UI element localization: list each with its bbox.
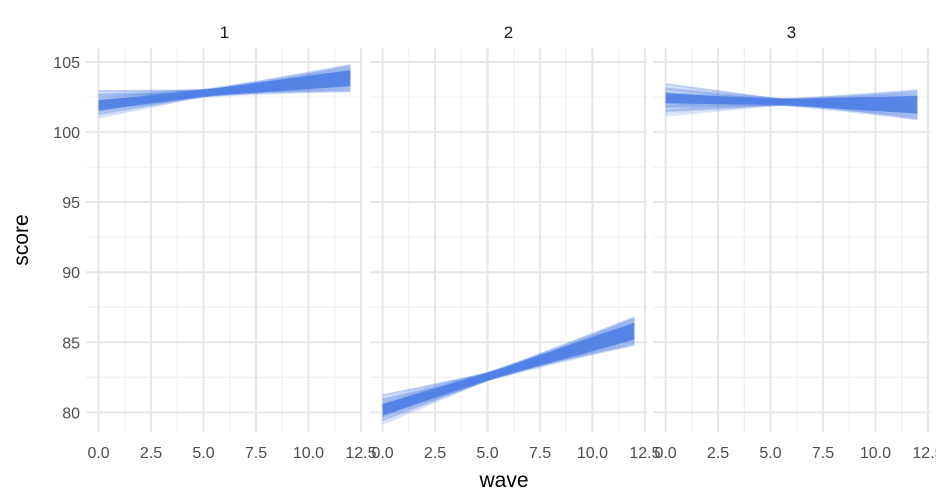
x-axis-title: wave <box>478 469 528 492</box>
y-tick-label: 90 <box>62 265 80 282</box>
x-tick-label: 10.0 <box>577 445 608 462</box>
facet-panel-1: 1 <box>86 23 363 432</box>
y-tick-label: 85 <box>62 335 80 352</box>
x-tick-label: 7.5 <box>529 445 551 462</box>
y-tick-label: 80 <box>62 405 80 422</box>
x-tick-label: 0.0 <box>654 445 676 462</box>
x-tick-label: 7.5 <box>245 445 267 462</box>
y-axis-title: score <box>10 214 33 265</box>
posterior-band <box>98 70 351 111</box>
x-tick-label: 12.5 <box>912 445 936 462</box>
facet-strip-label: 3 <box>787 23 796 42</box>
y-axis-ticks: 80 85 90 95 100 105 <box>53 55 80 422</box>
facet-strip-label: 1 <box>220 23 229 42</box>
y-tick-label: 105 <box>53 55 80 72</box>
posterior-lines <box>98 63 351 119</box>
x-tick-label: 12.5 <box>345 445 376 462</box>
y-tick-label: 95 <box>62 195 80 212</box>
x-tick-label: 10.0 <box>293 445 324 462</box>
x-tick-label: 7.5 <box>812 445 834 462</box>
x-tick-label: 5.0 <box>759 445 781 462</box>
posterior-band <box>382 322 635 416</box>
x-tick-label: 2.5 <box>707 445 729 462</box>
x-tick-label: 5.0 <box>192 445 214 462</box>
facet-strip-label: 2 <box>504 23 513 42</box>
x-tick-label: 10.0 <box>860 445 891 462</box>
x-tick-label: 5.0 <box>476 445 498 462</box>
y-tick-label: 100 <box>53 125 80 142</box>
posterior-lines <box>665 82 918 121</box>
facet-panel-2: 2 <box>370 23 647 432</box>
x-tick-label: 12.5 <box>629 445 660 462</box>
x-tick-label: 0.0 <box>87 445 109 462</box>
x-tick-label: 2.5 <box>424 445 446 462</box>
posterior-band <box>665 93 918 114</box>
x-tick-label: 2.5 <box>140 445 162 462</box>
x-axis-ticks: 0.0 2.5 5.0 7.5 10.0 12.50.0 2.5 5.0 7.5 10.0 12.5… <box>87 445 936 462</box>
x-tick-label: 0.0 <box>371 445 393 462</box>
facet-panel-3: 3 <box>653 23 930 432</box>
facet-panels: 1 2 3 <box>86 23 930 432</box>
posterior-lines <box>382 316 635 425</box>
